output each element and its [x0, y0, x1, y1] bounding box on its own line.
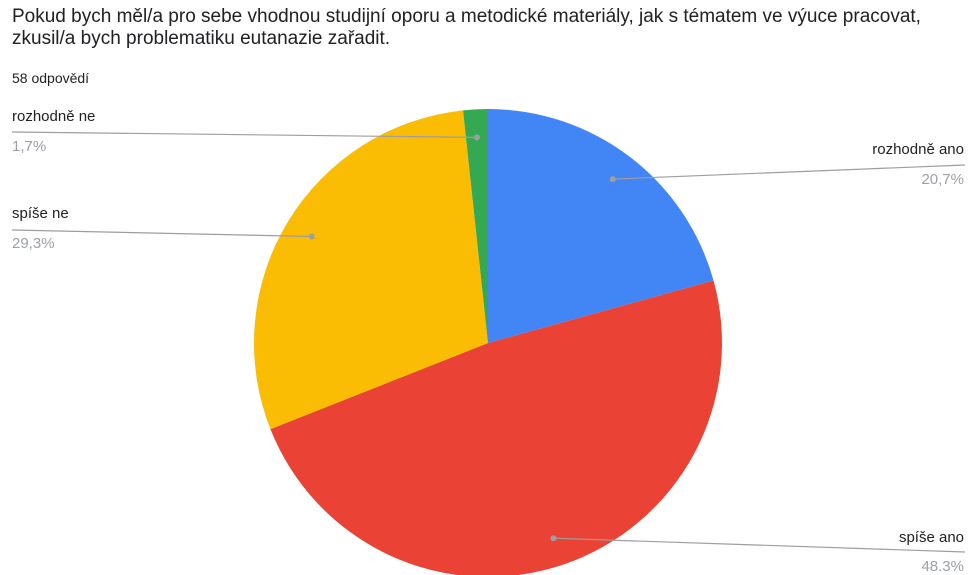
- chart-title: Pokud bych měl/a pro sebe vhodnou studij…: [12, 6, 921, 49]
- leader-line: [612, 164, 966, 180]
- pie-slice-spíše-ne[interactable]: [253, 110, 488, 430]
- pie-slice-spíše-ano[interactable]: [270, 280, 723, 575]
- leader-line: [553, 537, 966, 553]
- slice-value-label: 48.3%: [921, 558, 964, 575]
- response-count: 58 odpovědí: [12, 70, 90, 86]
- slice-label: rozhodně ne: [12, 108, 95, 125]
- slice-label: rozhodně ano: [872, 141, 964, 158]
- leader-line: [11, 131, 478, 138]
- slice-value-label: 20,7%: [921, 171, 964, 188]
- pie-slice-rozhodně-ne[interactable]: [463, 109, 488, 343]
- slice-value-label: 1,7%: [12, 138, 46, 155]
- leader-dot: [474, 134, 480, 141]
- slice-label: spíše ne: [12, 205, 69, 222]
- leader-line: [11, 229, 312, 238]
- leader-dot: [550, 535, 557, 542]
- slice-value-label: 29,3%: [12, 235, 55, 252]
- slice-label: spíše ano: [899, 529, 964, 546]
- leader-dot: [308, 233, 315, 240]
- leader-dot: [609, 176, 616, 183]
- pie-slice-rozhodně-ano[interactable]: [488, 109, 714, 343]
